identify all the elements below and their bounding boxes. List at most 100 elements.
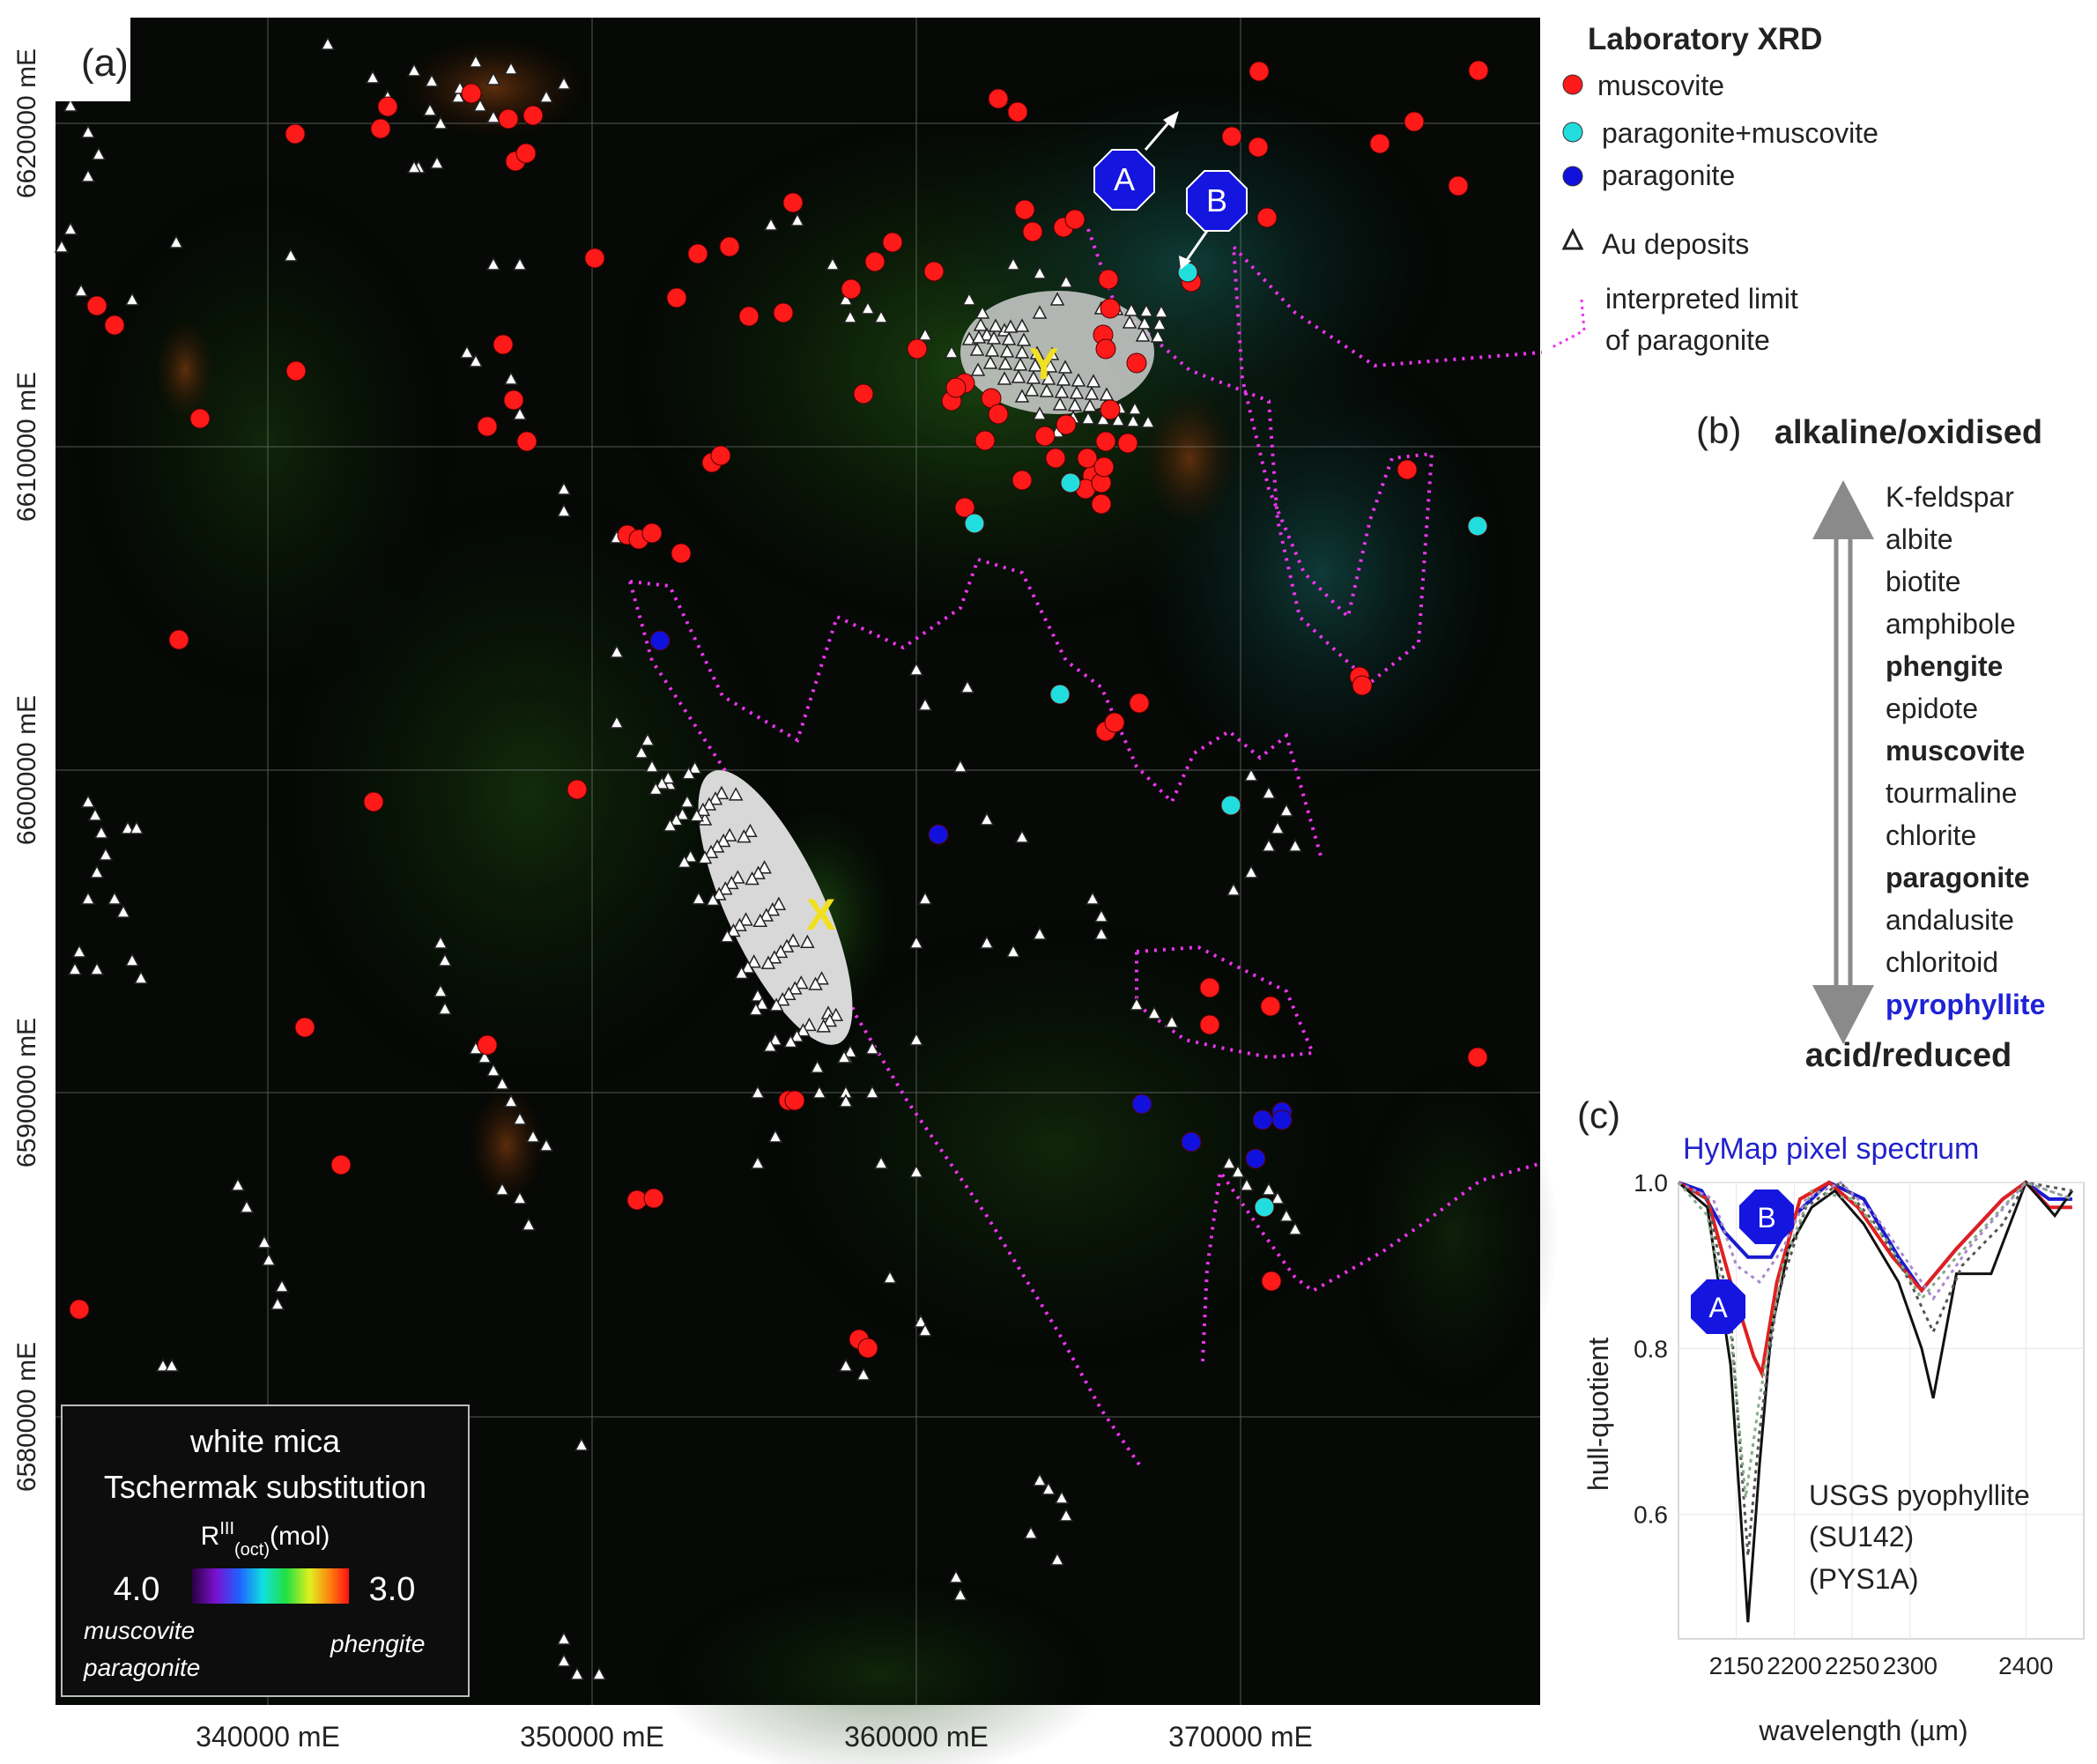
xrd-dot [1448,175,1469,196]
xrd-dot [477,416,498,437]
easting-label-3: 360000 mE [844,1721,989,1753]
spectrum-series-line [1678,1180,2073,1556]
au-deposit-marker [781,986,797,1001]
au-deposit-marker [433,115,448,130]
xrd-dot [1199,1014,1220,1035]
au-deposit-marker [1152,316,1167,330]
xrd-dot [168,629,189,650]
au-deposit-marker [1027,358,1043,372]
au-deposit-marker [63,221,78,235]
au-deposit-marker [1127,401,1143,415]
au-deposit-marker [746,954,761,968]
au-deposit-marker [89,864,105,878]
xrd-legend: Laboratory XRD muscovite paragonite+musc… [1550,22,1878,356]
legend-triangle-icon [1561,227,1584,250]
xrd-dot [1260,996,1281,1017]
xrd-dot [584,248,605,269]
northing-label-3: 6600000 mE [12,695,41,845]
au-deposit-marker [1049,292,1065,306]
au-deposit-marker [760,955,776,969]
xrd-dot [649,630,671,651]
au-deposit-marker [98,847,114,861]
au-deposit-marker [63,98,78,112]
xrd-dot [1060,472,1081,493]
au-deposit-marker [816,1019,831,1033]
legend-limit-line1: interpreted limit [1605,283,1798,315]
xrd-dot [1095,338,1116,359]
au-deposit-marker [679,794,695,808]
au-deposit-marker [715,833,731,848]
au-deposit-marker [730,870,745,884]
au-deposit-marker [73,283,89,297]
mineral-item: amphibole [1886,608,2016,640]
xrd-dot [1181,1131,1202,1153]
au-deposit-marker [762,1038,778,1053]
au-deposit-marker [556,1653,572,1667]
au-deposit-marker [1084,386,1100,400]
au-deposit-marker [1129,997,1145,1011]
au-deposit-marker [1239,1177,1255,1191]
xrd-dot [1011,470,1033,491]
au-deposit-marker [1041,1481,1056,1495]
marker-b-label: B [1206,182,1227,219]
xrd-dot [641,523,663,544]
spectrum-series-line [1677,1181,2073,1499]
au-deposit-marker [842,309,858,323]
au-deposit-marker [80,794,96,808]
northing-labels: 6620000 mE 6610000 mE 6600000 mE 6590000… [12,48,41,1492]
au-deposit-marker [1125,413,1141,427]
xrd-dot [377,96,398,117]
au-deposit-marker [1270,820,1286,834]
au-deposit-marker [691,891,707,905]
spectrum-x-tick-label: 2200 [1767,1652,1821,1679]
xrd-dot [1091,493,1112,515]
panel-b-arrow-up [1812,480,1874,539]
legend-label-para-musc: paragonite+muscovite [1602,117,1878,149]
au-deposit-marker [768,997,784,1012]
au-deposit-marker [256,1234,272,1249]
xrd-dot [907,338,928,359]
au-deposit-marker [1261,1182,1277,1196]
au-deposit-marker [814,971,829,985]
colorbar-legend: white mica Tschermak substitution RIII(o… [61,1405,470,1697]
au-deposit-marker [512,256,528,271]
au-deposit-marker [477,1049,493,1064]
au-deposit-marker [640,732,656,746]
au-deposit-marker [873,309,889,323]
mineral-item: chloritoid [1886,946,1998,978]
legend-dot-para-musc [1562,122,1583,143]
au-deposit-marker [1054,1490,1070,1504]
xrd-dot [516,431,537,452]
colorbar-gradient [192,1568,349,1604]
au-deposit-marker [842,1044,858,1058]
au-deposit-marker [952,1587,968,1601]
au-deposit-marker [1012,357,1028,371]
au-deposit-marker [1150,329,1166,343]
colorbar-caption-paragonite: paragonite [83,1654,200,1681]
au-deposit-marker [569,1666,585,1680]
au-deposit-marker [800,934,815,948]
xrd-dot [1245,1148,1266,1169]
au-deposit-marker [1093,926,1109,940]
xrd-dot [954,497,975,518]
au-deposit-marker [732,917,747,931]
easting-label-1: 340000 mE [196,1721,340,1753]
xrd-dot [461,83,482,104]
au-deposit-marker [433,983,448,997]
au-deposit-marker [999,344,1015,358]
xrd-dot [1256,207,1278,228]
xrd-dot [1045,448,1066,469]
au-deposit-marker [80,168,96,182]
au-deposit-marker [1278,803,1294,817]
au-deposit-marker [1261,785,1277,799]
au-deposit-marker [512,1111,528,1125]
au-deposit-marker [54,239,70,253]
xrd-dot [1014,199,1035,220]
xrd-dot [1131,1093,1152,1115]
au-deposit-marker [864,1085,880,1099]
au-deposit-marker [1026,370,1041,384]
xrd-dot [1468,60,1489,81]
au-deposit-marker [767,1032,783,1046]
au-deposit-marker [687,760,702,775]
au-deposit-marker [1122,315,1137,329]
